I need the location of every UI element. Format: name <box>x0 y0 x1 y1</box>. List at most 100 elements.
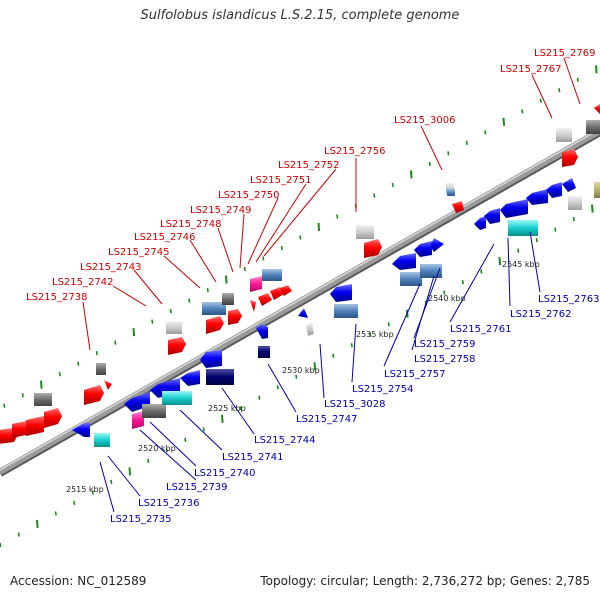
kbp-marker: 2525 kbp <box>208 404 246 413</box>
gene-label[interactable]: LS215_2751 <box>250 175 311 186</box>
gene-feature[interactable] <box>132 411 144 429</box>
gene-feature[interactable] <box>392 253 416 270</box>
gene-feature[interactable] <box>330 284 352 302</box>
gene-feature[interactable] <box>414 241 432 257</box>
gene-label[interactable]: LS215_2746 <box>134 232 195 243</box>
gene-feature[interactable] <box>96 363 106 375</box>
gene-feature[interactable] <box>200 350 222 368</box>
gene-label[interactable]: LS215_2739 <box>166 482 227 493</box>
gene-feature[interactable] <box>484 208 500 224</box>
position-tick <box>3 403 6 408</box>
position-tick <box>77 361 80 366</box>
gene-feature[interactable] <box>12 421 30 438</box>
gene-feature[interactable] <box>84 385 104 405</box>
position-tick <box>21 393 24 398</box>
gene-label[interactable]: LS215_2752 <box>278 160 339 171</box>
gene-feature[interactable] <box>364 239 382 258</box>
gene-label[interactable]: LS215_2743 <box>80 262 141 273</box>
gene-feature[interactable] <box>334 304 358 318</box>
gene-label[interactable]: LS215_2744 <box>254 435 315 446</box>
gene-label[interactable]: LS215_2742 <box>52 277 113 288</box>
position-tick <box>202 427 205 432</box>
gene-feature[interactable] <box>206 316 224 334</box>
position-tick <box>40 380 43 389</box>
gene-feature[interactable] <box>168 337 186 355</box>
gene-label[interactable]: LS215_3028 <box>324 399 385 410</box>
position-tick <box>461 280 464 285</box>
gene-feature[interactable] <box>298 308 308 318</box>
gene-feature[interactable] <box>508 220 538 236</box>
gene-feature[interactable] <box>500 199 528 218</box>
top-strand-features <box>0 104 600 444</box>
gene-feature[interactable] <box>594 104 600 114</box>
gene-feature[interactable] <box>44 408 62 428</box>
gene-feature[interactable] <box>556 128 572 142</box>
gene-feature[interactable] <box>562 149 578 167</box>
gene-label[interactable]: LS215_2735 <box>110 514 171 525</box>
gene-label[interactable]: LS215_2757 <box>384 369 445 380</box>
gene-feature[interactable] <box>258 346 270 358</box>
position-tick <box>502 117 506 126</box>
gene-feature[interactable] <box>94 433 110 447</box>
gene-feature[interactable] <box>452 201 464 213</box>
gene-feature[interactable] <box>400 264 442 286</box>
gene-label[interactable]: LS215_2748 <box>160 219 221 230</box>
gene-label[interactable]: LS215_2745 <box>108 247 169 258</box>
gene-feature[interactable] <box>142 404 166 418</box>
gene-label[interactable]: LS215_2763 <box>538 294 599 305</box>
gene-feature[interactable] <box>562 178 576 192</box>
position-tick <box>73 500 76 506</box>
position-tick <box>295 374 298 379</box>
position-tick <box>558 88 561 93</box>
gene-feature[interactable] <box>430 238 444 252</box>
gene-feature[interactable] <box>306 322 314 336</box>
gene-label[interactable]: LS215_2762 <box>510 309 571 320</box>
position-tick <box>480 269 483 274</box>
gene-label[interactable]: LS215_2761 <box>450 324 511 335</box>
gene-feature[interactable] <box>104 380 112 390</box>
bottom-gene-labels: LS215_2735 LS215_2736 LS215_2739 LS215_2… <box>110 294 599 525</box>
gene-feature[interactable] <box>256 324 268 339</box>
gene-feature[interactable] <box>222 293 234 305</box>
gene-feature[interactable] <box>26 416 44 436</box>
gene-feature[interactable] <box>166 321 182 334</box>
gene-feature[interactable] <box>206 369 234 385</box>
gene-label[interactable]: LS215_2749 <box>190 205 251 216</box>
gene-feature[interactable] <box>180 370 200 386</box>
gene-feature[interactable] <box>202 302 226 315</box>
gene-label[interactable]: LS215_2754 <box>352 384 413 395</box>
gene-label[interactable]: LS215_2758 <box>414 354 475 365</box>
gene-feature[interactable] <box>250 285 292 312</box>
gene-feature[interactable] <box>262 269 282 281</box>
gene-feature[interactable] <box>568 196 582 210</box>
gene-feature[interactable] <box>228 309 242 325</box>
gene-label[interactable]: LS215_2736 <box>138 498 199 509</box>
gene-label[interactable]: LS215_2769 <box>534 48 595 59</box>
gene-feature[interactable] <box>34 393 52 406</box>
gene-label[interactable]: LS215_2738 <box>26 292 87 303</box>
gene-label[interactable]: LS215_2740 <box>194 468 255 479</box>
gene-feature[interactable] <box>446 183 455 196</box>
genome-backbone <box>0 128 600 477</box>
gene-feature[interactable] <box>526 189 548 205</box>
gene-label[interactable]: LS215_2756 <box>324 146 385 157</box>
gene-label[interactable]: LS215_2741 <box>222 452 283 463</box>
gene-label[interactable]: LS215_2767 <box>500 64 561 75</box>
position-tick <box>188 298 191 303</box>
gene-feature[interactable] <box>162 391 192 405</box>
gene-label[interactable]: LS215_2750 <box>218 190 279 201</box>
gene-feature[interactable] <box>72 423 90 437</box>
gene-label[interactable]: LS215_2747 <box>296 414 357 425</box>
gene-label[interactable]: LS215_3006 <box>394 115 455 126</box>
position-tick <box>539 98 542 103</box>
gene-feature[interactable] <box>594 182 600 198</box>
gene-feature[interactable] <box>586 120 600 134</box>
gene-feature[interactable] <box>356 225 374 239</box>
bottom-strand-features <box>72 178 600 447</box>
gene-feature[interactable] <box>474 216 486 230</box>
gene-feature[interactable] <box>250 276 262 292</box>
gene-feature[interactable] <box>546 182 562 198</box>
gene-label[interactable]: LS215_2759 <box>414 339 475 350</box>
position-tick <box>58 372 61 377</box>
position-tick <box>572 216 575 222</box>
